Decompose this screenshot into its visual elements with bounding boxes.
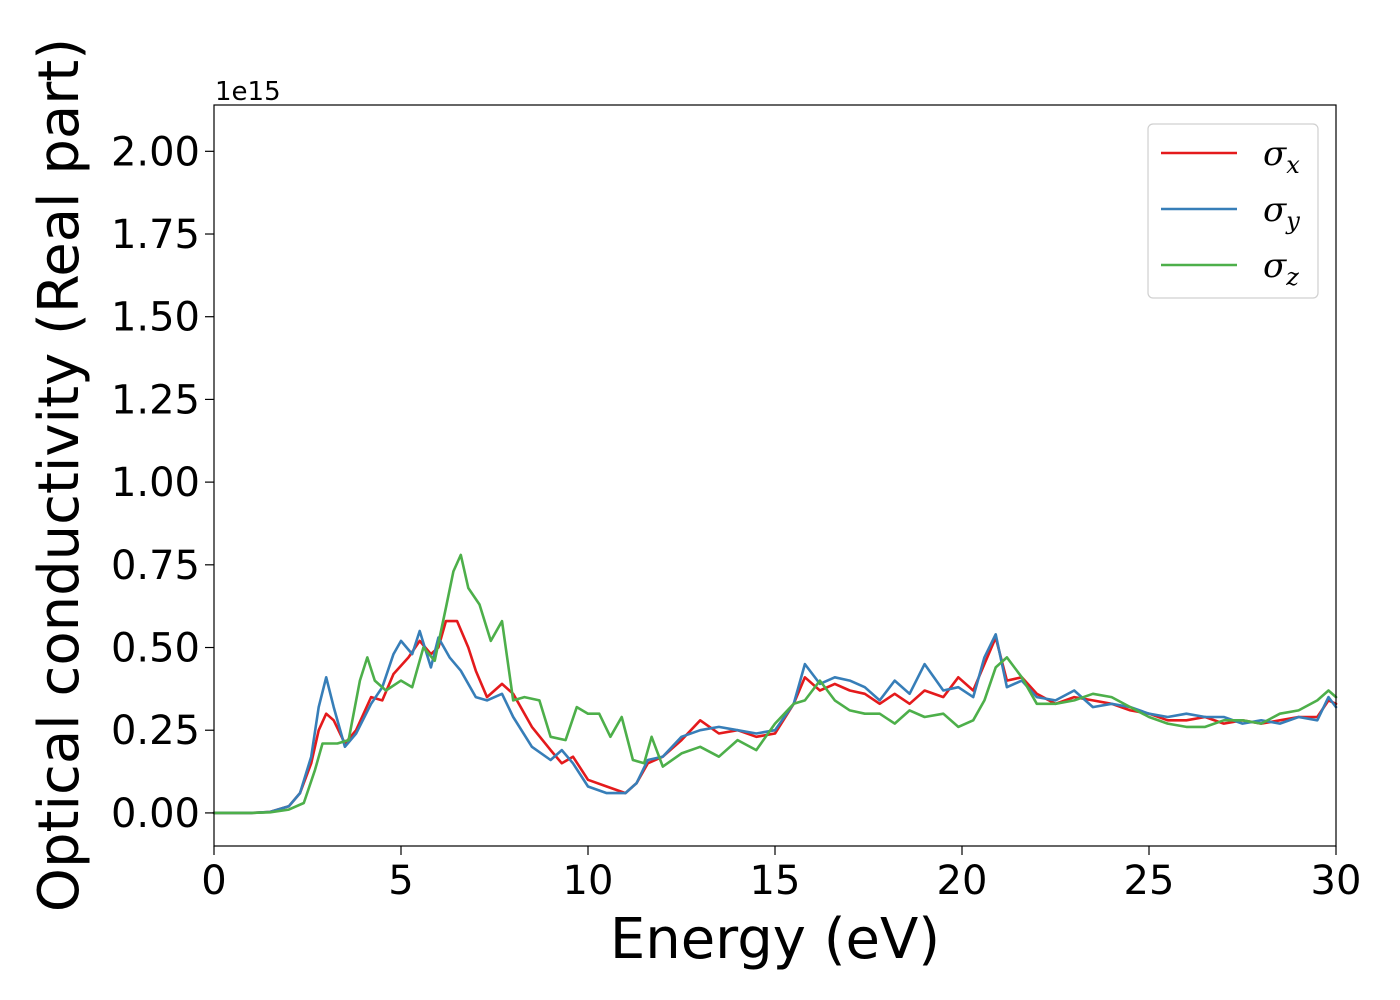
x-tick-label: 20 <box>937 858 988 904</box>
x-tick-label: 25 <box>1124 858 1175 904</box>
y-axis-label: Optical conductivity (Real part) <box>27 38 92 912</box>
x-tick-label: 10 <box>563 858 614 904</box>
y-tick-label: 0.00 <box>111 791 200 837</box>
y-tick-label: 0.75 <box>111 543 200 589</box>
legend-box <box>1147 123 1319 299</box>
y-tick-label: 2.00 <box>111 129 200 175</box>
y-tick-label: 1.25 <box>111 377 200 423</box>
x-axis-label: Energy (eV) <box>610 907 940 972</box>
x-ticks: 0 5 10 15 20 25 30 <box>201 846 1361 904</box>
y-tick-label: 1.50 <box>111 295 200 341</box>
x-tick-label: 0 <box>201 858 226 904</box>
y-tick-label: 0.50 <box>111 626 200 672</box>
x-tick-label: 15 <box>750 858 801 904</box>
series-line-y <box>212 629 1338 815</box>
x-tick-label: 30 <box>1311 858 1362 904</box>
series-line-z <box>212 553 1338 815</box>
y-tick-label: 1.00 <box>111 460 200 506</box>
y-tick-label: 1.75 <box>111 212 200 258</box>
y-ticks: 0.00 0.25 0.50 0.75 1.00 1.25 1.50 1.75 2.00 <box>111 129 214 837</box>
x-tick-label: 5 <box>388 858 413 904</box>
series-line-x <box>212 619 1338 815</box>
plot-lines <box>212 553 1338 815</box>
y-tick-label: 0.25 <box>111 708 200 754</box>
y-offset-text: 1e15 <box>215 77 281 107</box>
